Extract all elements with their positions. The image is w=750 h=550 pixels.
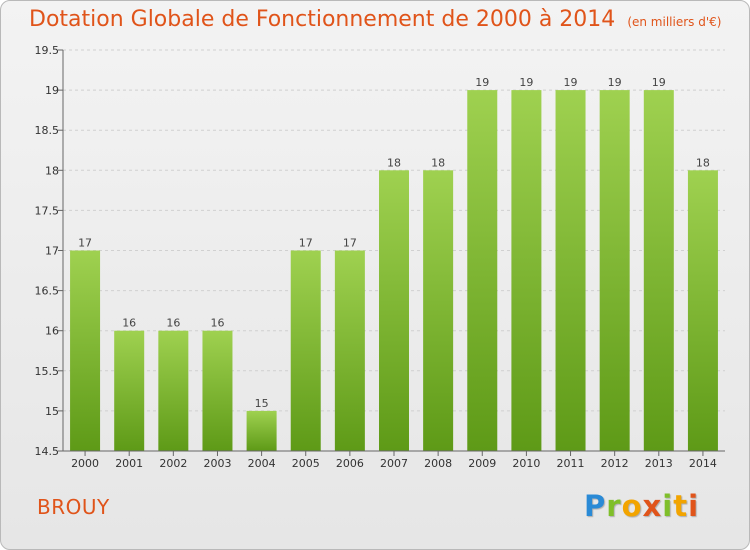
bar-value-label: 16 — [122, 317, 136, 330]
bar-value-label: 17 — [343, 237, 357, 250]
axis-layer: 14.5 15 15.5 16 16.5 17 17.5 18 18.5 19 19.5 2000 20… — [35, 44, 725, 470]
logo-letter: i — [688, 489, 700, 523]
x-tick-label: 2001 — [115, 457, 143, 470]
x-tick-label: 2014 — [689, 457, 717, 470]
y-tick-label: 16 — [45, 325, 59, 338]
x-tick-label: 2003 — [203, 457, 231, 470]
bar-value-label: 15 — [255, 397, 269, 410]
bar — [114, 330, 145, 451]
x-tick-label: 2012 — [601, 457, 629, 470]
x-tick-label: 2007 — [380, 457, 408, 470]
bar — [511, 90, 542, 451]
bar — [290, 250, 321, 451]
bar-value-label: 19 — [475, 76, 489, 89]
logo-letter: o — [621, 489, 643, 523]
bar — [70, 250, 101, 451]
bar — [643, 90, 674, 451]
place-name: BROUY — [37, 495, 110, 519]
bar-layer: 17 16 16 16 15 17 17 18 18 19 19 19 19 19 18 — [70, 76, 718, 452]
bar — [246, 410, 277, 451]
logo-letter: P — [584, 489, 607, 523]
bar-value-label: 19 — [652, 76, 666, 89]
chart-title: Dotation Globale de Fonctionnement de 20… — [29, 7, 616, 32]
x-tick-label: 2000 — [71, 457, 99, 470]
bar — [599, 90, 630, 451]
chart-subtitle: (en milliers d'€) — [627, 15, 722, 29]
proxiti-logo: Proxiti — [584, 489, 699, 523]
bar-value-label: 16 — [166, 317, 180, 330]
x-tick-label: 2013 — [645, 457, 673, 470]
x-tick-label: 2008 — [424, 457, 452, 470]
y-tick-label: 17 — [45, 245, 59, 258]
y-tick-label: 18.5 — [35, 124, 60, 137]
bar-value-label: 19 — [519, 76, 533, 89]
y-tick-label: 19 — [45, 84, 59, 97]
y-tick-label: 14.5 — [35, 445, 60, 458]
bar — [202, 330, 233, 451]
logo-letter: x — [642, 489, 663, 523]
bar-value-label: 18 — [387, 156, 401, 169]
y-tick-label: 15.5 — [35, 365, 60, 378]
x-tick-label: 2010 — [512, 457, 540, 470]
bar — [687, 170, 718, 452]
y-tick-label: 15 — [45, 405, 59, 418]
logo-letter: r — [606, 489, 622, 523]
x-tick-label: 2009 — [468, 457, 496, 470]
logo-letter: i — [662, 489, 674, 523]
bar — [467, 90, 498, 451]
bar-value-label: 16 — [210, 317, 224, 330]
bar — [158, 330, 189, 451]
bar-value-label: 18 — [696, 156, 710, 169]
bar — [379, 170, 409, 452]
bar-value-label: 19 — [564, 76, 578, 89]
y-tick-label: 18 — [45, 164, 59, 177]
logo-letter: t — [673, 489, 689, 523]
x-tick-label: 2011 — [557, 457, 585, 470]
bar-value-label: 18 — [431, 156, 445, 169]
bar — [334, 250, 365, 451]
x-tick-label: 2006 — [336, 457, 364, 470]
x-tick-label: 2005 — [292, 457, 320, 470]
bar-value-label: 19 — [608, 76, 622, 89]
chart-title-row: Dotation Globale de Fonctionnement de 20… — [29, 7, 721, 32]
x-tick-label: 2004 — [248, 457, 276, 470]
x-tick-label: 2002 — [159, 457, 187, 470]
bar — [423, 170, 454, 452]
y-tick-label: 19.5 — [35, 44, 60, 57]
y-tick-label: 16.5 — [35, 285, 60, 298]
bar-value-label: 17 — [299, 237, 313, 250]
y-tick-label: 17.5 — [35, 204, 60, 217]
bar — [555, 90, 586, 451]
bar-value-label: 17 — [78, 237, 92, 250]
